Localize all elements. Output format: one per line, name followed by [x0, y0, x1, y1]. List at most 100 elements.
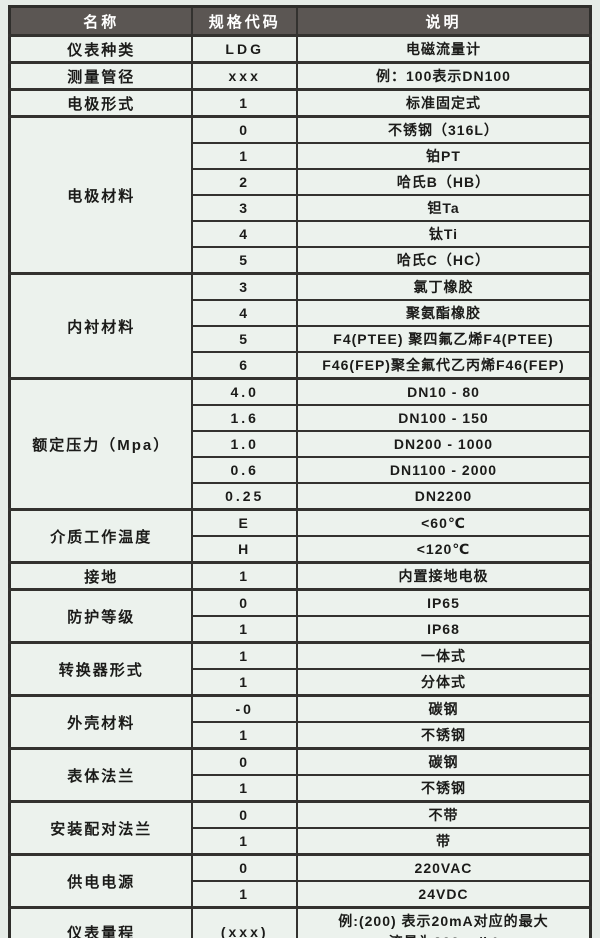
code-cell: 1 [191, 774, 298, 803]
desc-cell: DN2200 [295, 482, 592, 511]
desc-cell: 内置接地电极 [295, 561, 592, 591]
code-cell: 0.25 [191, 482, 298, 511]
code-cell: 1 [191, 641, 298, 670]
desc-cell: 哈氏B（HB） [295, 168, 592, 196]
header-code: 规格代码 [191, 5, 298, 37]
group-name-cell: 防护等级 [8, 588, 194, 644]
code-cell: LDG [191, 34, 298, 64]
table-row: 表体法兰 0 碳钢 [8, 747, 592, 803]
code-cell: 4.0 [191, 377, 298, 406]
code-cell: 3 [191, 272, 298, 301]
desc-cell: 不锈钢 [295, 721, 592, 750]
table-row: 4 钛Ti [10, 220, 592, 248]
code-cell: 5 [191, 246, 298, 275]
header-desc: 说明 [295, 5, 592, 37]
table-row: 1.6 DN100 - 150 [10, 404, 592, 432]
code-cell: 0.6 [191, 456, 298, 484]
desc-cell: 钛Ti [295, 220, 592, 248]
code-cell: E [191, 508, 298, 537]
table-row: 防护等级 0 IP65 [8, 588, 592, 644]
desc-cell: 标准固定式 [295, 88, 592, 118]
table-row: 1 带 [10, 827, 592, 856]
desc-cell: 电磁流量计 [295, 34, 592, 64]
desc-cell: 一体式 [295, 641, 592, 670]
table-row: 供电电源 0 220VAC [8, 853, 592, 909]
code-cell: 1.0 [191, 430, 298, 458]
code-cell: 1 [191, 721, 298, 750]
table-row: 5 F4(PTEE) 聚四氟乙烯F4(PTEE) [10, 325, 592, 353]
group-name-cell: 介质工作温度 [8, 508, 194, 564]
desc-cell: 例:(200) 表示20mA对应的最大 流量为200m /h³ [295, 906, 592, 938]
desc-cell: 例：100表示DN100 [295, 61, 592, 91]
code-cell: 3 [191, 194, 298, 222]
table-row: 1 不锈钢 [10, 721, 592, 750]
desc-cell: IP65 [295, 588, 592, 617]
desc-line-2: 流量为200m /h³ [302, 932, 585, 938]
table-row: 1 不锈钢 [10, 774, 592, 803]
desc-cell: DN200 - 1000 [295, 430, 592, 458]
group-name-cell: 转换器形式 [8, 641, 194, 697]
desc-cell: 聚氨酯橡胶 [295, 299, 592, 327]
desc-cell: <60℃ [295, 508, 592, 537]
group-name-cell: 电极材料 [8, 115, 194, 275]
table-row: 接地 1 内置接地电极 [8, 561, 592, 591]
code-cell: 1 [191, 142, 298, 170]
code-cell: 1 [191, 827, 298, 856]
table-row: 0.6 DN1100 - 2000 [10, 456, 592, 484]
desc-cell: <120℃ [295, 535, 592, 564]
desc-cell: 24VDC [295, 880, 592, 909]
code-cell: 1 [191, 880, 298, 909]
desc-cell: 哈氏C（HC） [295, 246, 592, 275]
group-name-cell: 额定压力（Mpa） [8, 377, 194, 511]
table-row: 6 F46(FEP)聚全氟代乙丙烯F46(FEP) [10, 351, 592, 380]
desc-cell: DN100 - 150 [295, 404, 592, 432]
desc-cell: 220VAC [295, 853, 592, 882]
code-cell: H [191, 535, 298, 564]
code-cell: (xxx) [191, 906, 298, 938]
code-cell: 1 [191, 615, 298, 644]
table-row: 测量管径 xxx 例：100表示DN100 [8, 61, 592, 91]
table-row: 4 聚氨酯橡胶 [10, 299, 592, 327]
desc-cell: 不锈钢 [295, 774, 592, 803]
code-cell: 0 [191, 747, 298, 776]
table-row: 1 铂PT [10, 142, 592, 170]
group-name-cell: 外壳材料 [8, 694, 194, 750]
group-name-cell: 供电电源 [8, 853, 194, 909]
desc-cell: 碳钢 [295, 747, 592, 776]
desc-cell: F46(FEP)聚全氟代乙丙烯F46(FEP) [295, 351, 592, 380]
table-row: 2 哈氏B（HB） [10, 168, 592, 196]
desc-cell: F4(PTEE) 聚四氟乙烯F4(PTEE) [295, 325, 592, 353]
table-row: 介质工作温度 E <60℃ [8, 508, 592, 564]
code-cell: 1 [191, 88, 298, 118]
desc-cell: 不带 [295, 800, 592, 829]
code-cell: xxx [191, 61, 298, 91]
desc-cell: DN1100 - 2000 [295, 456, 592, 484]
code-cell: 1 [191, 668, 298, 697]
desc-cell: 带 [295, 827, 592, 856]
table-row: 0.25 DN2200 [10, 482, 592, 511]
code-cell: 0 [191, 800, 298, 829]
group-name-cell: 测量管径 [8, 61, 194, 91]
code-cell: 0 [191, 853, 298, 882]
group-name-cell: 仪表种类 [8, 34, 194, 64]
code-cell: 1.6 [191, 404, 298, 432]
table-row: 3 钽Ta [10, 194, 592, 222]
table-row: 电极形式 1 标准固定式 [8, 88, 592, 118]
desc-cell: DN10 - 80 [295, 377, 592, 406]
code-cell: 2 [191, 168, 298, 196]
table-row: 转换器形式 1 一体式 [8, 641, 592, 697]
table-row: 仪表量程 (xxx) 例:(200) 表示20mA对应的最大 流量为200m /… [8, 906, 592, 938]
table-row: 1 24VDC [10, 880, 592, 909]
table-row: 5 哈氏C（HC） [10, 246, 592, 275]
group-name-cell: 电极形式 [8, 88, 194, 118]
desc-line-1: 例:(200) 表示20mA对应的最大 [338, 913, 549, 929]
header-row: 名称 规格代码 说明 [8, 5, 592, 37]
code-cell: 6 [191, 351, 298, 380]
table-row: 安装配对法兰 0 不带 [8, 800, 592, 856]
desc-cell: 分体式 [295, 668, 592, 697]
group-name-cell: 安装配对法兰 [8, 800, 194, 856]
code-cell: 4 [191, 220, 298, 248]
table-row: 外壳材料 -0 碳钢 [8, 694, 592, 750]
desc-cell: 氯丁橡胶 [295, 272, 592, 301]
